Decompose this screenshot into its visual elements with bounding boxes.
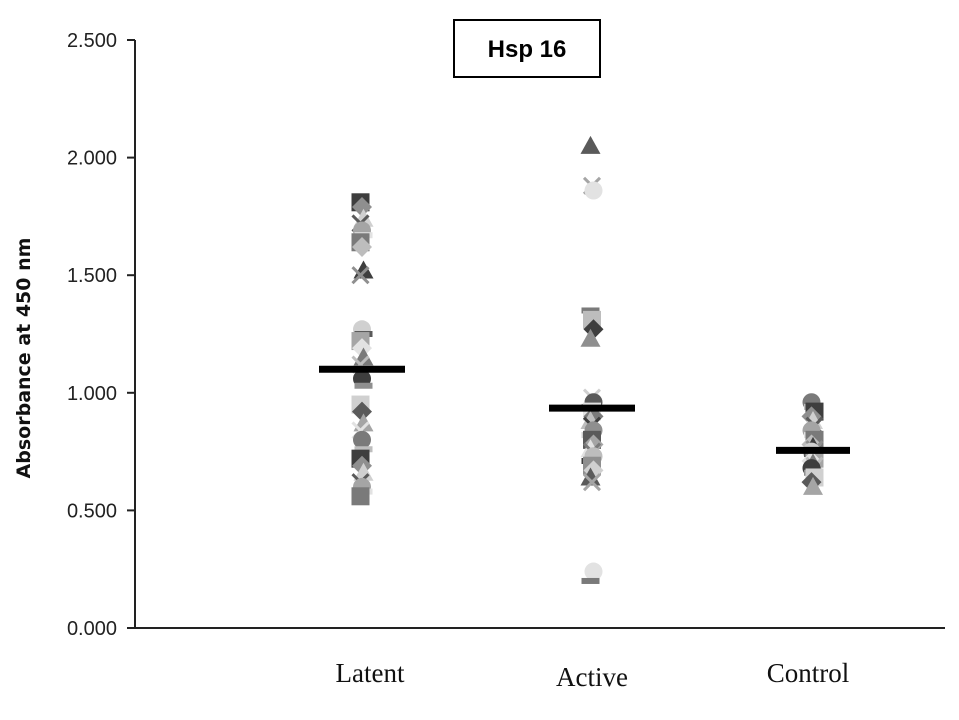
x-category-label: Control (767, 658, 850, 688)
y-tick-label: 1.500 (67, 265, 117, 287)
y-tick-label: 0.000 (67, 618, 117, 640)
data-point (580, 328, 601, 347)
data-point (352, 196, 372, 217)
data-point (354, 382, 373, 389)
data-point (803, 476, 823, 495)
data-point (352, 338, 372, 359)
data-point (352, 401, 372, 422)
data-point (581, 307, 600, 314)
y-axis-label: Absorbance at 450 nm (13, 238, 35, 479)
title-box-border (453, 19, 601, 78)
data-points (351, 135, 824, 584)
y-tick-label: 0.500 (67, 500, 117, 522)
data-point (581, 577, 600, 584)
data-point (580, 135, 601, 154)
y-tick-label: 1.000 (67, 383, 117, 405)
chart-title: Hsp 16 (488, 36, 567, 63)
data-point (580, 467, 601, 486)
chart-title-box: Hsp 16 (453, 19, 601, 78)
x-category-label: Latent (336, 658, 405, 688)
x-axis-ticks: Latent Active Control (336, 658, 850, 692)
data-point (352, 236, 372, 257)
x-category-label: Active (556, 662, 628, 692)
y-tick-label: 2.500 (67, 30, 117, 52)
data-point (582, 473, 602, 492)
y-axis-ticks: 0.000 0.500 1.000 1.500 2.000 2.500 (67, 30, 135, 640)
data-point (584, 181, 603, 200)
mean-lines (319, 365, 850, 454)
data-point (351, 266, 370, 285)
y-tick-label: 2.000 (67, 148, 117, 170)
data-point (584, 562, 603, 581)
data-point (353, 430, 371, 449)
data-point (354, 446, 373, 453)
data-point (351, 487, 370, 506)
